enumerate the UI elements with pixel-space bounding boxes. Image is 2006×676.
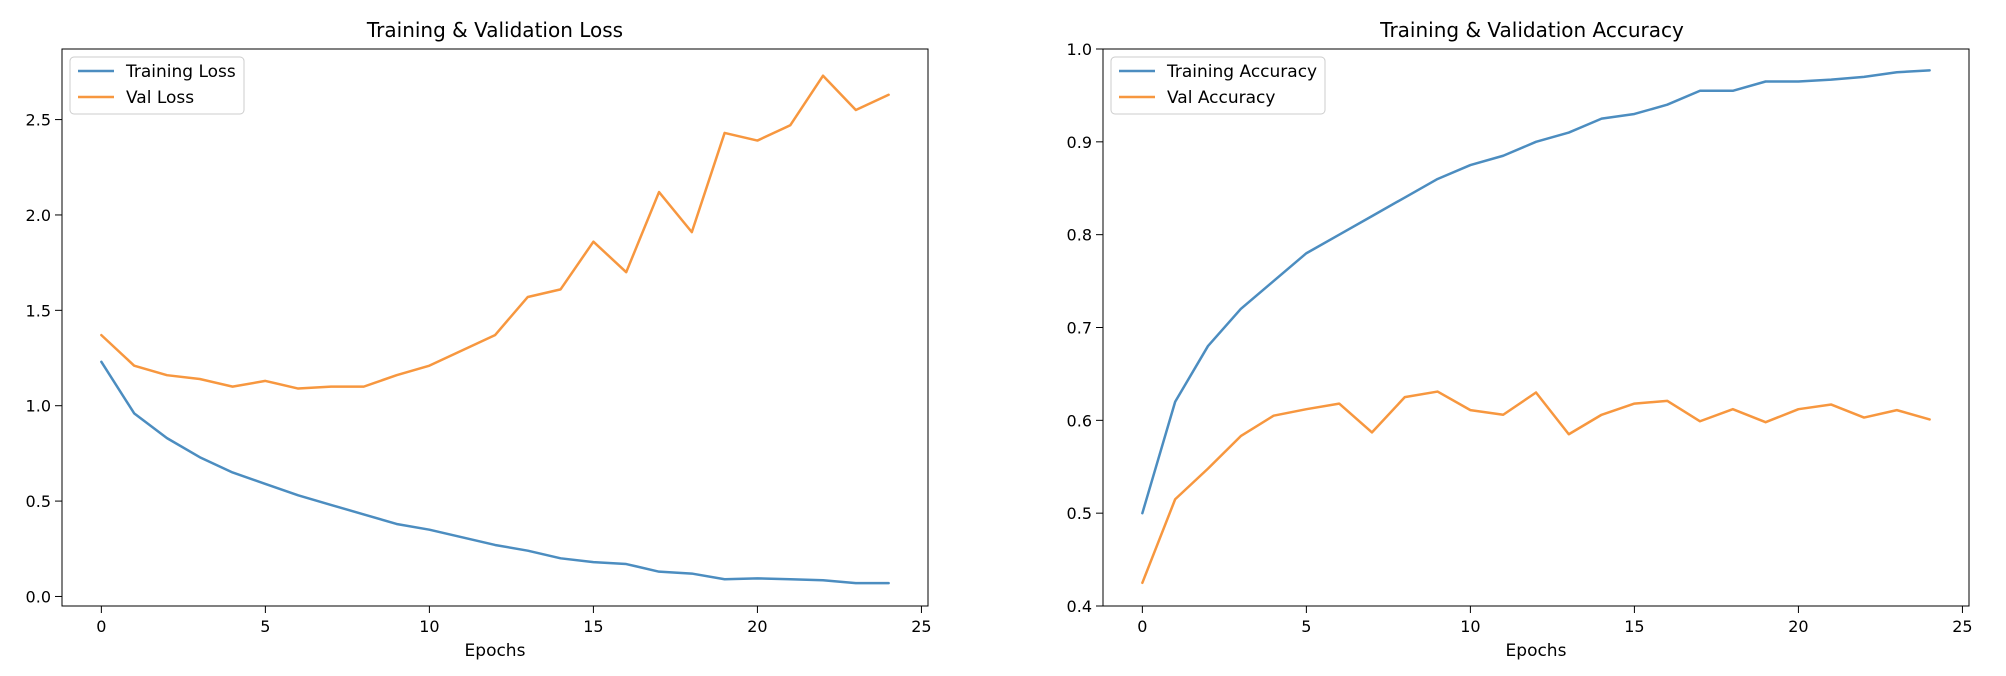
accuracy-y-tick-label-2: 0.6 bbox=[1067, 411, 1092, 430]
loss-x-tick-label-3: 15 bbox=[583, 617, 603, 636]
loss-y-tick-label-5: 2.5 bbox=[26, 111, 51, 130]
accuracy-y-tick-label-1: 0.5 bbox=[1067, 504, 1092, 523]
legend-label-training-accuracy: Training Accuracy bbox=[1166, 62, 1317, 82]
accuracy-chart-legend: Training Accuracy Val Accuracy bbox=[1110, 56, 1326, 115]
accuracy-x-tick-label-1: 5 bbox=[1301, 617, 1311, 636]
accuracy-x-tick-label-4: 20 bbox=[1788, 617, 1808, 636]
loss-x-tick-label-4: 20 bbox=[747, 617, 767, 636]
loss-series-line-training-loss bbox=[100, 360, 890, 585]
accuracy-x-tick-label-2: 10 bbox=[1460, 617, 1480, 636]
accuracy-y-tick-label-4: 0.8 bbox=[1067, 226, 1092, 245]
accuracy-series-line-val-accuracy bbox=[1141, 390, 1931, 585]
loss-chart-x-axis-label: Epochs bbox=[465, 641, 526, 661]
accuracy-chart-x-axis-label: Epochs bbox=[1506, 641, 1567, 661]
accuracy-y-tick-label-6: 1.0 bbox=[1067, 40, 1092, 59]
loss-y-tick-label-3: 1.5 bbox=[26, 301, 51, 320]
accuracy-y-tick-label-5: 0.9 bbox=[1067, 133, 1092, 152]
loss-y-tick-label-0: 0.0 bbox=[26, 587, 51, 606]
loss-x-tick-label-0: 0 bbox=[96, 617, 106, 636]
accuracy-chart-title: Training & Validation Accuracy bbox=[1379, 18, 1684, 42]
loss-y-tick-label-2: 1.0 bbox=[26, 397, 51, 416]
legend-label-val-accuracy: Val Accuracy bbox=[1167, 88, 1275, 108]
accuracy-x-tick-label-0: 0 bbox=[1137, 617, 1147, 636]
accuracy-chart-ticks: 0 5 10 15 20 25 0.4 0.5 0.6 0.7 0.8 0.9 1.0 bbox=[1067, 40, 1973, 636]
accuracy-x-tick-label-3: 15 bbox=[1624, 617, 1644, 636]
loss-y-tick-label-4: 2.0 bbox=[26, 206, 51, 225]
loss-chart-axes-frame bbox=[61, 48, 929, 607]
accuracy-y-tick-label-0: 0.4 bbox=[1067, 597, 1092, 616]
loss-y-tick-label-1: 0.5 bbox=[26, 492, 51, 511]
loss-series-line-val-loss bbox=[100, 74, 890, 390]
loss-chart-lines bbox=[100, 74, 890, 585]
accuracy-chart-axes-frame bbox=[1102, 48, 1970, 607]
accuracy-chart-legend-box bbox=[1110, 56, 1326, 115]
legend-label-val-loss: Val Loss bbox=[126, 88, 194, 108]
loss-x-tick-label-2: 10 bbox=[419, 617, 439, 636]
accuracy-series-line-training-accuracy bbox=[1141, 69, 1931, 515]
loss-x-tick-label-5: 25 bbox=[911, 617, 931, 636]
accuracy-chart-lines bbox=[1141, 69, 1931, 585]
loss-x-tick-label-1: 5 bbox=[260, 617, 270, 636]
accuracy-chart: Training & Validation Accuracy 0 5 10 15 20 2… bbox=[1067, 18, 1973, 661]
accuracy-x-tick-label-5: 25 bbox=[1952, 617, 1972, 636]
accuracy-y-tick-label-3: 0.7 bbox=[1067, 319, 1092, 338]
loss-chart-ticks: 0 5 10 15 20 25 0.0 0.5 1.0 1.5 2.0 2.5 bbox=[26, 111, 932, 636]
legend-label-training-loss: Training Loss bbox=[125, 62, 236, 82]
loss-chart-legend: Training Loss Val Loss bbox=[69, 56, 245, 115]
loss-chart-title: Training & Validation Loss bbox=[366, 18, 623, 42]
loss-chart: Training & Validation Loss 0 5 10 15 20 25 0.0… bbox=[26, 18, 932, 661]
